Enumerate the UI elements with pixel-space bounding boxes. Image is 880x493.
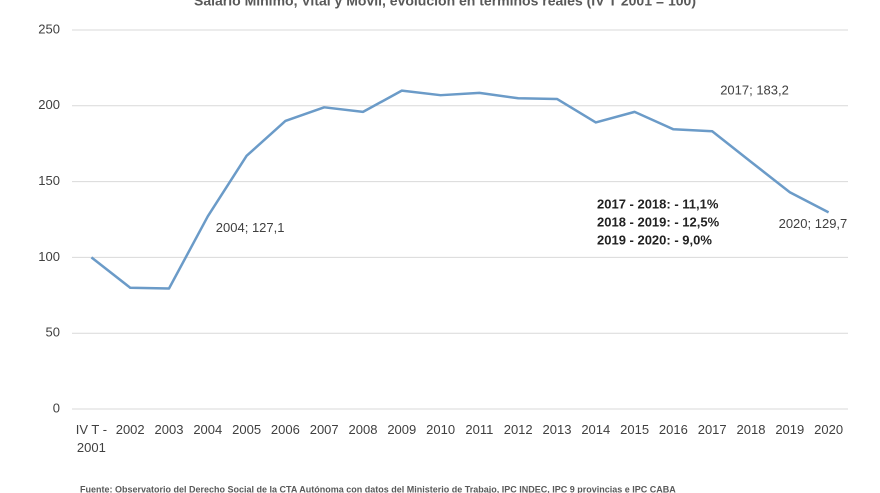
x-tick-label: 2020 <box>814 422 844 437</box>
x-tick-label: 2019 <box>775 422 805 437</box>
y-tick-label: 50 <box>46 325 60 340</box>
annotation: 2004; 127,1 <box>216 220 285 235</box>
y-tick-label: 200 <box>38 97 60 112</box>
y-tick-label: 150 <box>38 173 60 188</box>
x-tick-label: 2011 <box>465 422 494 437</box>
y-tick-label: 100 <box>38 249 60 264</box>
note-line: 2018 - 2019: - 12,5% <box>597 214 720 229</box>
source: Fuente: Observatorio del Derecho Social … <box>80 484 676 493</box>
x-tick-label: 2008 <box>348 422 378 437</box>
x-tick-label: 2009 <box>387 422 417 437</box>
note-line: 2017 - 2018: - 11,1% <box>597 196 719 211</box>
x-tick-label: 2004 <box>193 422 223 437</box>
x-tick-label: 2003 <box>154 422 184 437</box>
x-tick-label: 2007 <box>309 422 339 437</box>
x-tick-label: 2002 <box>115 422 145 437</box>
annotation: 2020; 129,7 <box>779 216 848 231</box>
x-tick-label: 2006 <box>270 422 300 437</box>
y-tick-label: 250 <box>38 21 60 36</box>
x-tick-label: 2018 <box>736 422 766 437</box>
x-tick-label: IV T - 2001 <box>75 422 108 455</box>
note-line: 2019 - 2020: - 9,0% <box>597 232 712 247</box>
y-tick-label: 0 <box>53 400 60 415</box>
annotation: 2017; 183,2 <box>720 83 789 98</box>
x-tick-label: 2014 <box>581 422 611 437</box>
x-tick-label: 2013 <box>542 422 572 437</box>
x-tick-label: 2015 <box>620 422 650 437</box>
x-tick-label: 2017 <box>697 422 727 437</box>
x-tick-label: 2012 <box>503 422 533 437</box>
x-tick-label: 2005 <box>232 422 262 437</box>
chart-title: Salario Mínimo, Vital y Móvil, evolución… <box>194 0 696 9</box>
x-tick-label: 2010 <box>426 422 456 437</box>
line <box>90 89 830 290</box>
x-tick-label: 2016 <box>658 422 688 437</box>
